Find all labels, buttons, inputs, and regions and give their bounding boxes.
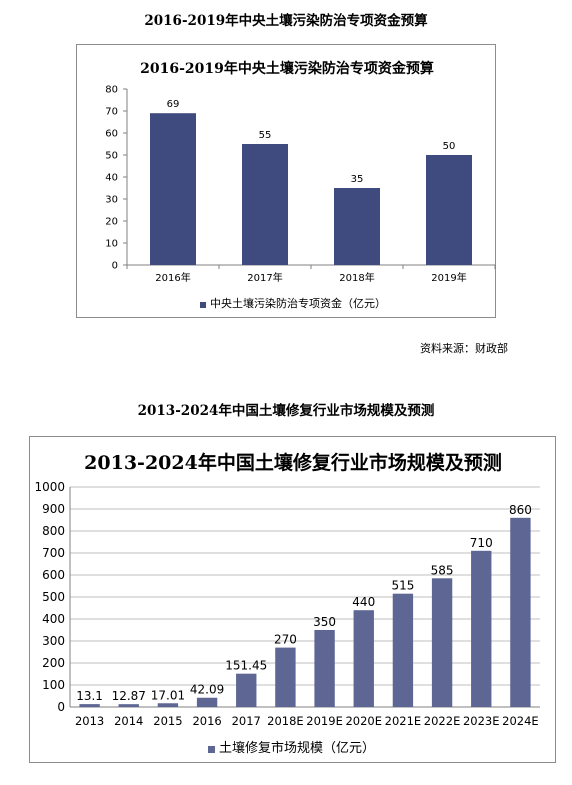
chart2-data-label: 515 [391, 579, 414, 593]
chart2-category-label: 2019E [306, 714, 343, 728]
chart1-y-tick-label: 40 [105, 173, 118, 184]
chart2-data-label: 13.1 [76, 689, 103, 703]
chart1-category-label: 2018年 [339, 271, 374, 284]
chart1-y-tick-label: 50 [105, 151, 118, 162]
chart2-bar [510, 517, 531, 707]
chart2-legend-swatch [208, 746, 215, 753]
chart2-y-tick-label: 1000 [34, 480, 65, 494]
chart2-data-label: 585 [431, 563, 454, 577]
chart2-bar [471, 550, 492, 707]
chart1-data-label: 50 [443, 141, 456, 152]
chart2-category-label: 2015 [153, 714, 182, 728]
chart2-category-label: 2020E [345, 714, 382, 728]
chart2-data-label: 350 [313, 615, 336, 629]
chart1-y-tick-label: 80 [105, 85, 118, 96]
chart1-category-label: 2019年 [431, 271, 466, 284]
chart1-title: 2016-2019年中央土壤污染防治专项资金预算 [140, 60, 434, 77]
chart2-category-label: 2024E [502, 714, 539, 728]
chart2-y-tick-label: 0 [57, 700, 65, 714]
chart2-category-label: 2022E [424, 714, 461, 728]
chart2-category-label: 2017 [232, 714, 261, 728]
chart2-bar [236, 673, 257, 707]
chart2-bar [353, 610, 374, 707]
chart1-data-label: 69 [167, 99, 180, 110]
chart2-data-label: 42.09 [190, 683, 224, 697]
chart2-bar [79, 704, 100, 707]
chart2-svg: 2013-2024年中国土壤修复行业市场规模及预测 0 100 200 300 400 50… [34, 451, 540, 756]
chart2-y-tick-label: 900 [42, 502, 65, 516]
chart2-frame: 2013-2024年中国土壤修复行业市场规模及预测 0 100 200 300 400 50… [29, 436, 556, 763]
chart2-data-label: 440 [352, 595, 375, 609]
chart1-category-label: 2017年 [247, 271, 282, 284]
chart2-bar [392, 593, 414, 707]
chart1-bar [426, 155, 472, 265]
chart1-legend-label: 中央土壤污染防治专项资金（亿元） [210, 296, 386, 310]
chart2-data-label: 17.01 [151, 688, 185, 702]
chart2-category-label: 2018E [267, 714, 304, 728]
chart1-bar [242, 144, 288, 265]
chart2-bar [196, 697, 218, 707]
chart2-category-label: 2021E [385, 714, 422, 728]
chart2-category-label: 2016 [192, 714, 221, 728]
chart2-heading: 2013-2024年中国土壤修复行业市场规模及预测 [137, 403, 435, 419]
chart1-bar [334, 188, 380, 265]
chart1-y-tick-label: 0 [112, 261, 118, 272]
chart2-bar [157, 703, 179, 707]
chart1-svg: 2016-2019年中央土壤污染防治专项资金预算 0 10 20 30 40 50 60 70 8… [105, 60, 496, 310]
chart2-data-label: 860 [509, 503, 532, 517]
chart2-category-label: 2014 [114, 714, 143, 728]
chart2-data-label: 270 [274, 633, 297, 647]
chart2-y-tick-label: 400 [42, 612, 65, 626]
chart1-frame: 2016-2019年中央土壤污染防治专项资金预算 0 10 20 30 40 50 60 70 8… [76, 44, 496, 318]
chart2-y-tick-label: 500 [42, 590, 65, 604]
chart2-y-tick-label: 300 [42, 634, 65, 648]
chart2-category-label: 2013 [75, 714, 104, 728]
chart2-y-tick-label: 700 [42, 546, 65, 560]
chart2-y-tick-label: 600 [42, 568, 65, 582]
chart1-y-tick-label: 60 [105, 129, 118, 140]
chart1-data-label: 55 [259, 130, 272, 141]
chart1-category-label: 2016年 [155, 271, 190, 284]
chart1-data-label: 35 [351, 174, 364, 185]
chart1-y-tick-label: 20 [105, 217, 118, 228]
chart2-data-label: 151.45 [225, 659, 267, 673]
chart2-category-label: 2023E [463, 714, 500, 728]
chart1-y-tick-label: 10 [105, 239, 118, 250]
chart2-bar [314, 630, 335, 707]
chart1-y-tick-label: 70 [105, 107, 118, 118]
chart1-heading: 2016-2019年中央土壤污染防治专项资金预算 [144, 13, 428, 29]
chart2-y-tick-label: 100 [42, 678, 65, 692]
chart2-y-tick-label: 800 [42, 524, 65, 538]
chart2-y-tick-label: 200 [42, 656, 65, 670]
chart2-bar [431, 578, 453, 707]
chart2-legend-label: 土壤修复市场规模（亿元） [219, 740, 375, 756]
chart2-title: 2013-2024年中国土壤修复行业市场规模及预测 [84, 451, 502, 474]
chart2-bar [275, 647, 296, 707]
chart2-data-label: 710 [470, 536, 493, 550]
chart1-y-tick-label: 30 [105, 195, 118, 206]
chart2-bar [118, 704, 139, 707]
chart1-legend-swatch [200, 302, 206, 308]
chart2-data-label: 12.87 [112, 689, 146, 703]
chart1-bar [150, 113, 196, 265]
source-note: 资料来源：财政部 [420, 342, 508, 355]
